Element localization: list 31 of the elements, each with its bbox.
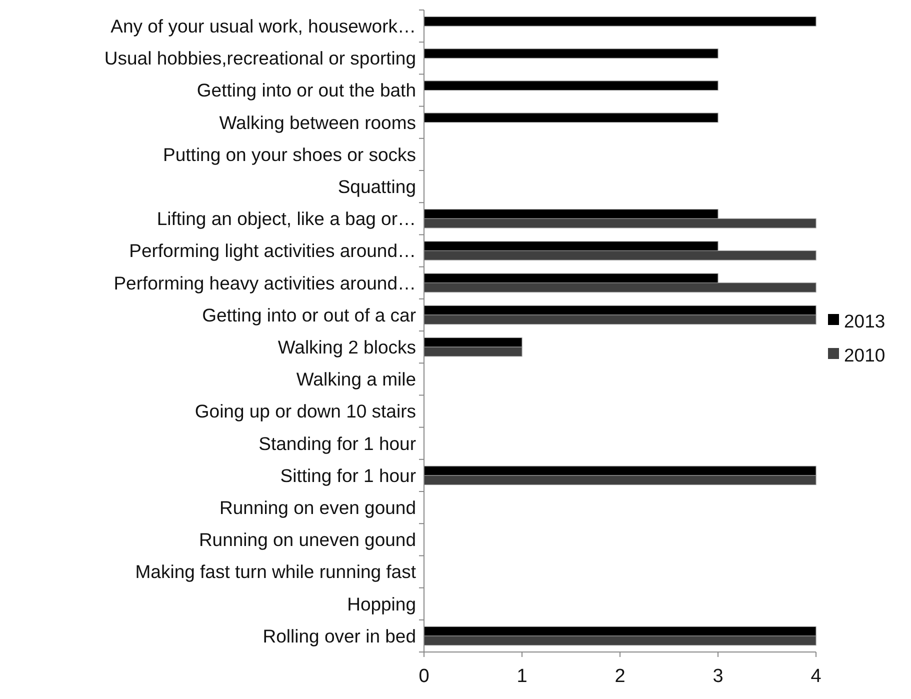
legend-label: 2010 <box>844 344 886 366</box>
y-tick-label: Walking a mile <box>296 368 416 390</box>
bar <box>424 48 718 58</box>
y-tick-label: Running on uneven gound <box>198 529 416 550</box>
y-tick-label: Sitting for 1 hour <box>280 464 416 486</box>
y-tick-label: Getting into or out of a car <box>202 304 416 326</box>
y-tick-label: Getting into or out the bath <box>196 80 416 101</box>
y-tick-label: Going up or down 10 stairs <box>194 400 416 422</box>
y-tick-label: Performing light activities around… <box>129 240 416 262</box>
y-tick-label: Usual hobbies,recreational or sporting <box>104 48 416 69</box>
x-tick-label: 1 <box>516 666 528 687</box>
y-tick-label: Putting on your shoes or socks <box>163 144 416 165</box>
y-tick-label: Squatting <box>338 176 416 198</box>
y-tick-label: Walking between rooms <box>219 112 416 133</box>
x-tick-label: 3 <box>712 666 724 687</box>
bar <box>424 16 816 26</box>
y-tick-label: Lifting an object, like a bag or… <box>156 208 416 230</box>
y-tick-label: Hopping <box>347 593 416 614</box>
x-tick-label: 4 <box>810 666 822 687</box>
x-tick-label: 0 <box>418 666 430 687</box>
y-tick-label: Running on even gound <box>220 497 416 518</box>
y-tick-label: Performing heavy activities around… <box>114 272 416 294</box>
bar <box>424 112 718 123</box>
y-tick-label: Any of your usual work, housework… <box>110 16 416 37</box>
x-tick-label: 2 <box>614 666 626 687</box>
y-tick-label: Walking 2 blocks <box>278 336 416 358</box>
y-tick-label: Standing for 1 hour <box>258 432 416 454</box>
y-tick-label: Making fast turn while running fast <box>135 561 416 582</box>
y-tick-label: Rolling over in bed <box>262 625 416 646</box>
bar <box>424 80 718 91</box>
legend-label: 2013 <box>844 310 886 332</box>
